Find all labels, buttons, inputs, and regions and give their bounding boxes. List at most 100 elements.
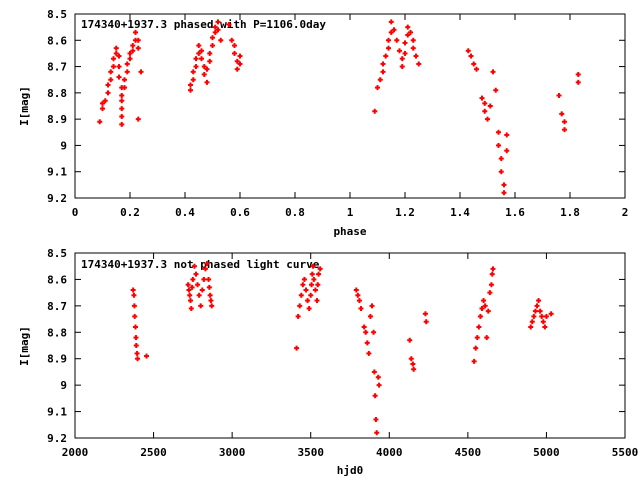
data-point [189, 284, 195, 290]
data-point [539, 313, 545, 319]
data-point [353, 287, 359, 293]
data-point [504, 132, 510, 138]
data-point [122, 85, 127, 91]
data-point [201, 71, 207, 77]
data-point [386, 45, 391, 51]
data-point [133, 343, 139, 348]
y-tick-label: 8.7 [47, 300, 67, 313]
data-point [309, 282, 314, 288]
plot-frame [74, 13, 626, 199]
data-point [193, 271, 199, 277]
data-point [423, 319, 429, 325]
data-point [397, 48, 402, 54]
x-axis-title: phase [333, 225, 366, 238]
data-point [562, 127, 567, 133]
x-tick-label: 0.4 [175, 206, 195, 219]
data-point [119, 92, 125, 98]
data-point [102, 98, 108, 104]
data-point [376, 382, 382, 388]
data-point [113, 50, 119, 56]
data-point [488, 282, 494, 288]
data-point [206, 284, 212, 290]
data-point [119, 98, 125, 104]
data-point [210, 35, 215, 41]
data-point [496, 142, 501, 148]
data-point [479, 95, 485, 101]
data-point [297, 303, 303, 309]
x-tick-label: 3500 [297, 446, 324, 459]
data-point [185, 282, 191, 288]
data-point [215, 27, 221, 33]
data-point [484, 335, 490, 341]
data-point [536, 298, 542, 304]
data-point [364, 340, 370, 346]
data-point [303, 287, 309, 293]
data-point [542, 324, 548, 330]
data-point [372, 108, 378, 114]
data-point [190, 69, 196, 75]
data-point [190, 77, 196, 83]
data-point [383, 53, 389, 59]
data-point [100, 100, 105, 106]
data-point [468, 53, 474, 59]
y-axis-title: I[mag] [18, 326, 31, 366]
data-point [207, 50, 213, 56]
data-point [479, 306, 485, 311]
data-point [399, 56, 405, 62]
data-point [111, 56, 116, 62]
data-point [316, 271, 322, 277]
data-point [559, 111, 565, 117]
data-point [201, 64, 207, 70]
data-point [481, 298, 487, 304]
data-point [207, 58, 213, 64]
y-tick-label: 8.6 [47, 273, 67, 286]
data-point [135, 37, 141, 43]
chart-title: 174340+1937.3 phased with P=1106.0day [81, 18, 326, 31]
y-tick-label: 8.7 [47, 61, 67, 74]
data-point [422, 311, 428, 317]
data-point [204, 261, 210, 267]
data-point [372, 393, 378, 399]
data-point [131, 292, 137, 298]
data-point [201, 276, 207, 282]
data-point [237, 53, 243, 59]
x-tick-label: 1.2 [395, 206, 415, 219]
data-point [543, 313, 549, 319]
data-point [206, 276, 212, 282]
y-tick-label: 8.8 [47, 87, 67, 100]
data-point [124, 61, 130, 67]
data-point [208, 298, 214, 304]
y-tick-label: 8.5 [47, 247, 67, 260]
data-point [234, 58, 240, 64]
data-point [371, 369, 377, 375]
data-point [130, 43, 136, 49]
data-point [196, 43, 202, 49]
data-point [124, 69, 130, 75]
data-point [188, 87, 193, 93]
data-point [105, 82, 111, 88]
x-tick-label: 4500 [455, 446, 482, 459]
data-point [416, 61, 422, 67]
data-point [127, 56, 133, 62]
x-tick-label: 1 [347, 206, 354, 219]
data-point [212, 24, 218, 30]
data-point [204, 79, 210, 85]
data-point [485, 308, 491, 314]
data-point [473, 345, 479, 351]
unphased-light-curve-panel: 174340+1937.3 not phased light curve hjd… [18, 247, 638, 477]
y-tick-label: 8.5 [47, 8, 67, 21]
x-tick-label: 2 [622, 206, 629, 219]
data-point [562, 119, 567, 125]
data-point [501, 190, 507, 196]
data-point [371, 329, 377, 335]
data-point [190, 276, 196, 282]
x-tick-label: 5500 [612, 446, 639, 459]
data-point [306, 306, 312, 311]
y-tick-label: 8.9 [47, 353, 67, 366]
data-point [310, 263, 316, 269]
data-point [356, 298, 362, 304]
data-point [209, 303, 215, 309]
x-axis-title: hjd0 [337, 464, 364, 477]
data-point [116, 74, 122, 80]
data-point [380, 61, 386, 67]
